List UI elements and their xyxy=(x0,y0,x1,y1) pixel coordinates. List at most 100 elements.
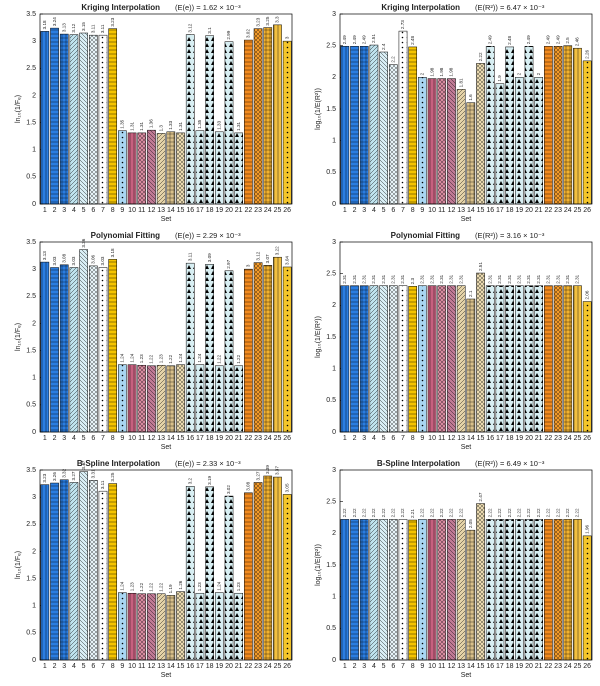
bar xyxy=(224,41,234,205)
plot-frame xyxy=(339,469,593,661)
value-label: 1.6 xyxy=(468,94,473,101)
x-tick-label: 25 xyxy=(574,435,582,442)
x-tick-label: 23 xyxy=(554,663,562,670)
value-label: 1.35 xyxy=(197,119,202,128)
value-label: 3.09 xyxy=(207,253,212,262)
x-tick-label: 21 xyxy=(235,435,243,442)
value-label: 3.08 xyxy=(246,481,251,490)
value-label: 2.31 xyxy=(361,274,366,283)
x-tick-label: 16 xyxy=(186,435,194,442)
bar xyxy=(205,264,214,433)
bar xyxy=(224,270,234,433)
x-tick-label: 24 xyxy=(264,663,272,670)
bar xyxy=(205,486,214,661)
bar xyxy=(50,482,59,661)
value-label: 1.23 xyxy=(236,582,241,591)
y-tick-label: 2 xyxy=(32,320,36,327)
x-tick-label: 3 xyxy=(62,207,66,214)
value-label: 3.12 xyxy=(255,251,260,260)
bar xyxy=(573,519,582,661)
value-label: 3.06 xyxy=(91,254,96,263)
bar xyxy=(369,519,379,661)
bar xyxy=(253,482,263,661)
value-label: 3.1 xyxy=(207,27,212,34)
bar xyxy=(59,264,69,433)
x-tick-label: 2 xyxy=(53,435,57,442)
bar xyxy=(456,519,466,661)
x-tick-label: 20 xyxy=(525,663,533,670)
bar xyxy=(79,249,88,433)
x-axis-label: Set xyxy=(161,672,172,679)
value-label: 3.05 xyxy=(284,483,289,492)
value-label: 2.49 xyxy=(342,35,347,44)
value-label: 2.31 xyxy=(342,274,347,283)
value-label: 1.22 xyxy=(158,582,163,591)
value-label: 2.21 xyxy=(410,509,415,518)
bar xyxy=(456,285,466,433)
value-label: 3.24 xyxy=(52,17,57,26)
x-tick-label: 19 xyxy=(215,663,223,670)
value-label: 2.47 xyxy=(478,492,483,501)
bar xyxy=(340,46,350,205)
bar xyxy=(273,476,282,661)
value-label: 2.31 xyxy=(391,274,396,283)
value-label: 1.35 xyxy=(120,119,125,128)
y-tick-label: 2.5 xyxy=(326,43,336,50)
bar xyxy=(456,89,466,205)
value-label: 1.23 xyxy=(139,354,144,363)
bar xyxy=(273,24,282,205)
value-label: 2 xyxy=(536,72,541,75)
x-tick-label: 22 xyxy=(244,663,252,670)
value-label: 1.22 xyxy=(217,354,222,363)
value-label: 2.22 xyxy=(391,508,396,517)
bar xyxy=(447,519,456,661)
y-tick-label: 1.5 xyxy=(26,347,36,354)
x-tick-label: 20 xyxy=(525,207,533,214)
x-tick-label: 24 xyxy=(264,435,272,442)
x-tick-label: 4 xyxy=(72,663,76,670)
x-tick-label: 2 xyxy=(53,663,57,670)
x-tick-label: 13 xyxy=(157,435,165,442)
value-label: 3.23 xyxy=(110,17,115,26)
bar xyxy=(156,593,166,661)
value-label: 2.31 xyxy=(429,274,434,283)
value-label: 1.96 xyxy=(584,524,589,533)
x-tick-label: 21 xyxy=(535,207,543,214)
x-tick-label: 8 xyxy=(411,207,415,214)
y-tick-label: 2 xyxy=(332,530,336,537)
x-axis-label: Set xyxy=(461,444,472,451)
x-tick-label: 18 xyxy=(206,207,214,214)
value-label: 2.31 xyxy=(458,274,463,283)
bar xyxy=(418,77,427,205)
y-axis-label: log₁₀(1/E(R²)) xyxy=(315,544,322,586)
x-tick-label: 12 xyxy=(148,435,156,442)
value-label: 2.49 xyxy=(487,35,492,44)
bar xyxy=(214,592,224,661)
bar xyxy=(234,365,244,433)
y-tick-label: 0 xyxy=(332,657,336,664)
value-label: 1.31 xyxy=(139,121,144,130)
x-tick-label: 5 xyxy=(382,435,386,442)
value-label: 3.32 xyxy=(61,468,66,477)
y-tick-label: 3 xyxy=(32,266,36,273)
bar xyxy=(59,33,69,205)
value-label: 1.3 xyxy=(158,125,163,132)
value-label: 3.15 xyxy=(81,22,86,31)
x-tick-label: 21 xyxy=(535,663,543,670)
value-label: 2.99 xyxy=(226,30,231,39)
value-label: 2.22 xyxy=(526,508,531,517)
bar xyxy=(447,285,456,433)
value-label: 2.22 xyxy=(439,508,444,517)
x-tick-label: 24 xyxy=(564,207,572,214)
x-tick-label: 17 xyxy=(496,435,504,442)
bar xyxy=(156,133,166,205)
bar xyxy=(524,519,534,661)
bar xyxy=(273,256,282,433)
y-tick-label: 1.5 xyxy=(26,119,36,126)
bar xyxy=(234,132,244,205)
value-label: 2.31 xyxy=(507,274,512,283)
bar xyxy=(50,267,59,433)
bar xyxy=(495,285,505,433)
value-label: 1.22 xyxy=(149,354,154,363)
bar xyxy=(282,40,292,205)
